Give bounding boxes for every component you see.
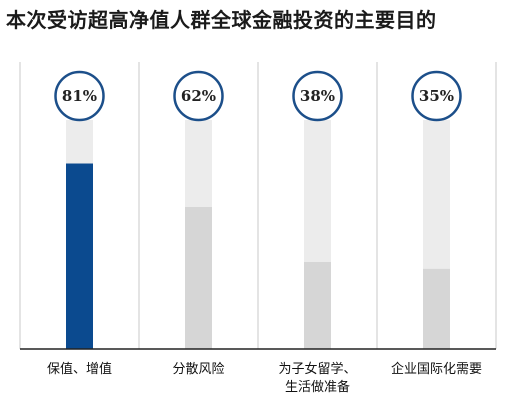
bar bbox=[66, 163, 93, 349]
data-label: 62% bbox=[181, 87, 216, 105]
value-circle bbox=[54, 70, 105, 122]
chart-title: 本次受访超高净值人群全球金融投资的主要目的 bbox=[6, 8, 437, 32]
category-label: 为子女留学、 bbox=[278, 361, 356, 377]
data-label: 38% bbox=[300, 87, 335, 105]
category-label: 分散风险 bbox=[172, 362, 224, 377]
value-circle bbox=[292, 70, 343, 122]
category-label: 生活做准备 bbox=[285, 379, 350, 395]
bar bbox=[185, 207, 212, 349]
category-label: 保值、增值 bbox=[47, 361, 112, 377]
bar bbox=[304, 261, 331, 349]
data-label: 35% bbox=[419, 87, 454, 105]
category-label: 企业国际化需要 bbox=[391, 361, 482, 377]
value-circle bbox=[411, 70, 462, 122]
data-label: 81% bbox=[62, 87, 97, 105]
bar bbox=[423, 268, 450, 349]
value-circle bbox=[173, 70, 224, 122]
